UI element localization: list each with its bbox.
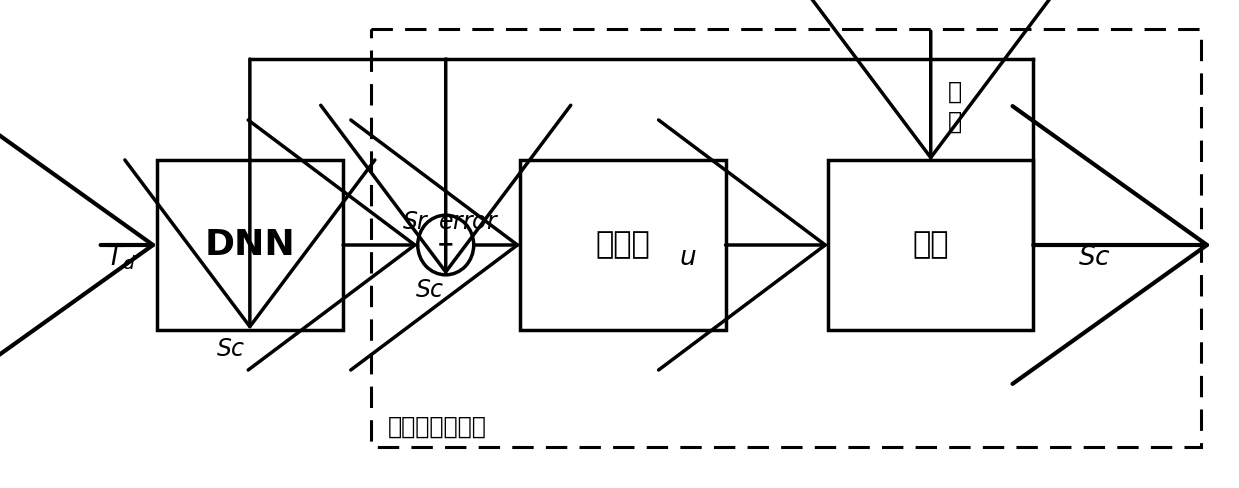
Bar <box>156 161 343 329</box>
Text: $\mathit{error}$: $\mathit{error}$ <box>439 210 499 234</box>
Bar <box>828 161 1033 329</box>
Text: $\mathit{Sc}$: $\mathit{Sc}$ <box>217 337 247 362</box>
Text: $\mathit{Sc}$: $\mathit{Sc}$ <box>415 278 445 302</box>
Text: 扰
动: 扰 动 <box>948 80 961 134</box>
Text: 系统: 系统 <box>912 230 949 260</box>
Text: $\mathit{T_d}$: $\mathit{T_d}$ <box>107 244 136 272</box>
Circle shape <box>418 215 473 275</box>
Bar <box>372 29 1202 447</box>
Text: $\mathit{Sr}$: $\mathit{Sr}$ <box>401 210 430 234</box>
Text: DNN: DNN <box>204 228 295 262</box>
Text: $\mathit{Sc}$: $\mathit{Sc}$ <box>1078 245 1110 271</box>
Text: 原始反馈控制环: 原始反馈控制环 <box>388 415 487 439</box>
Text: +: + <box>437 235 455 255</box>
Text: 控制器: 控制器 <box>596 230 650 260</box>
Bar <box>520 161 726 329</box>
Text: $\mathit{u}$: $\mathit{u}$ <box>679 245 698 271</box>
